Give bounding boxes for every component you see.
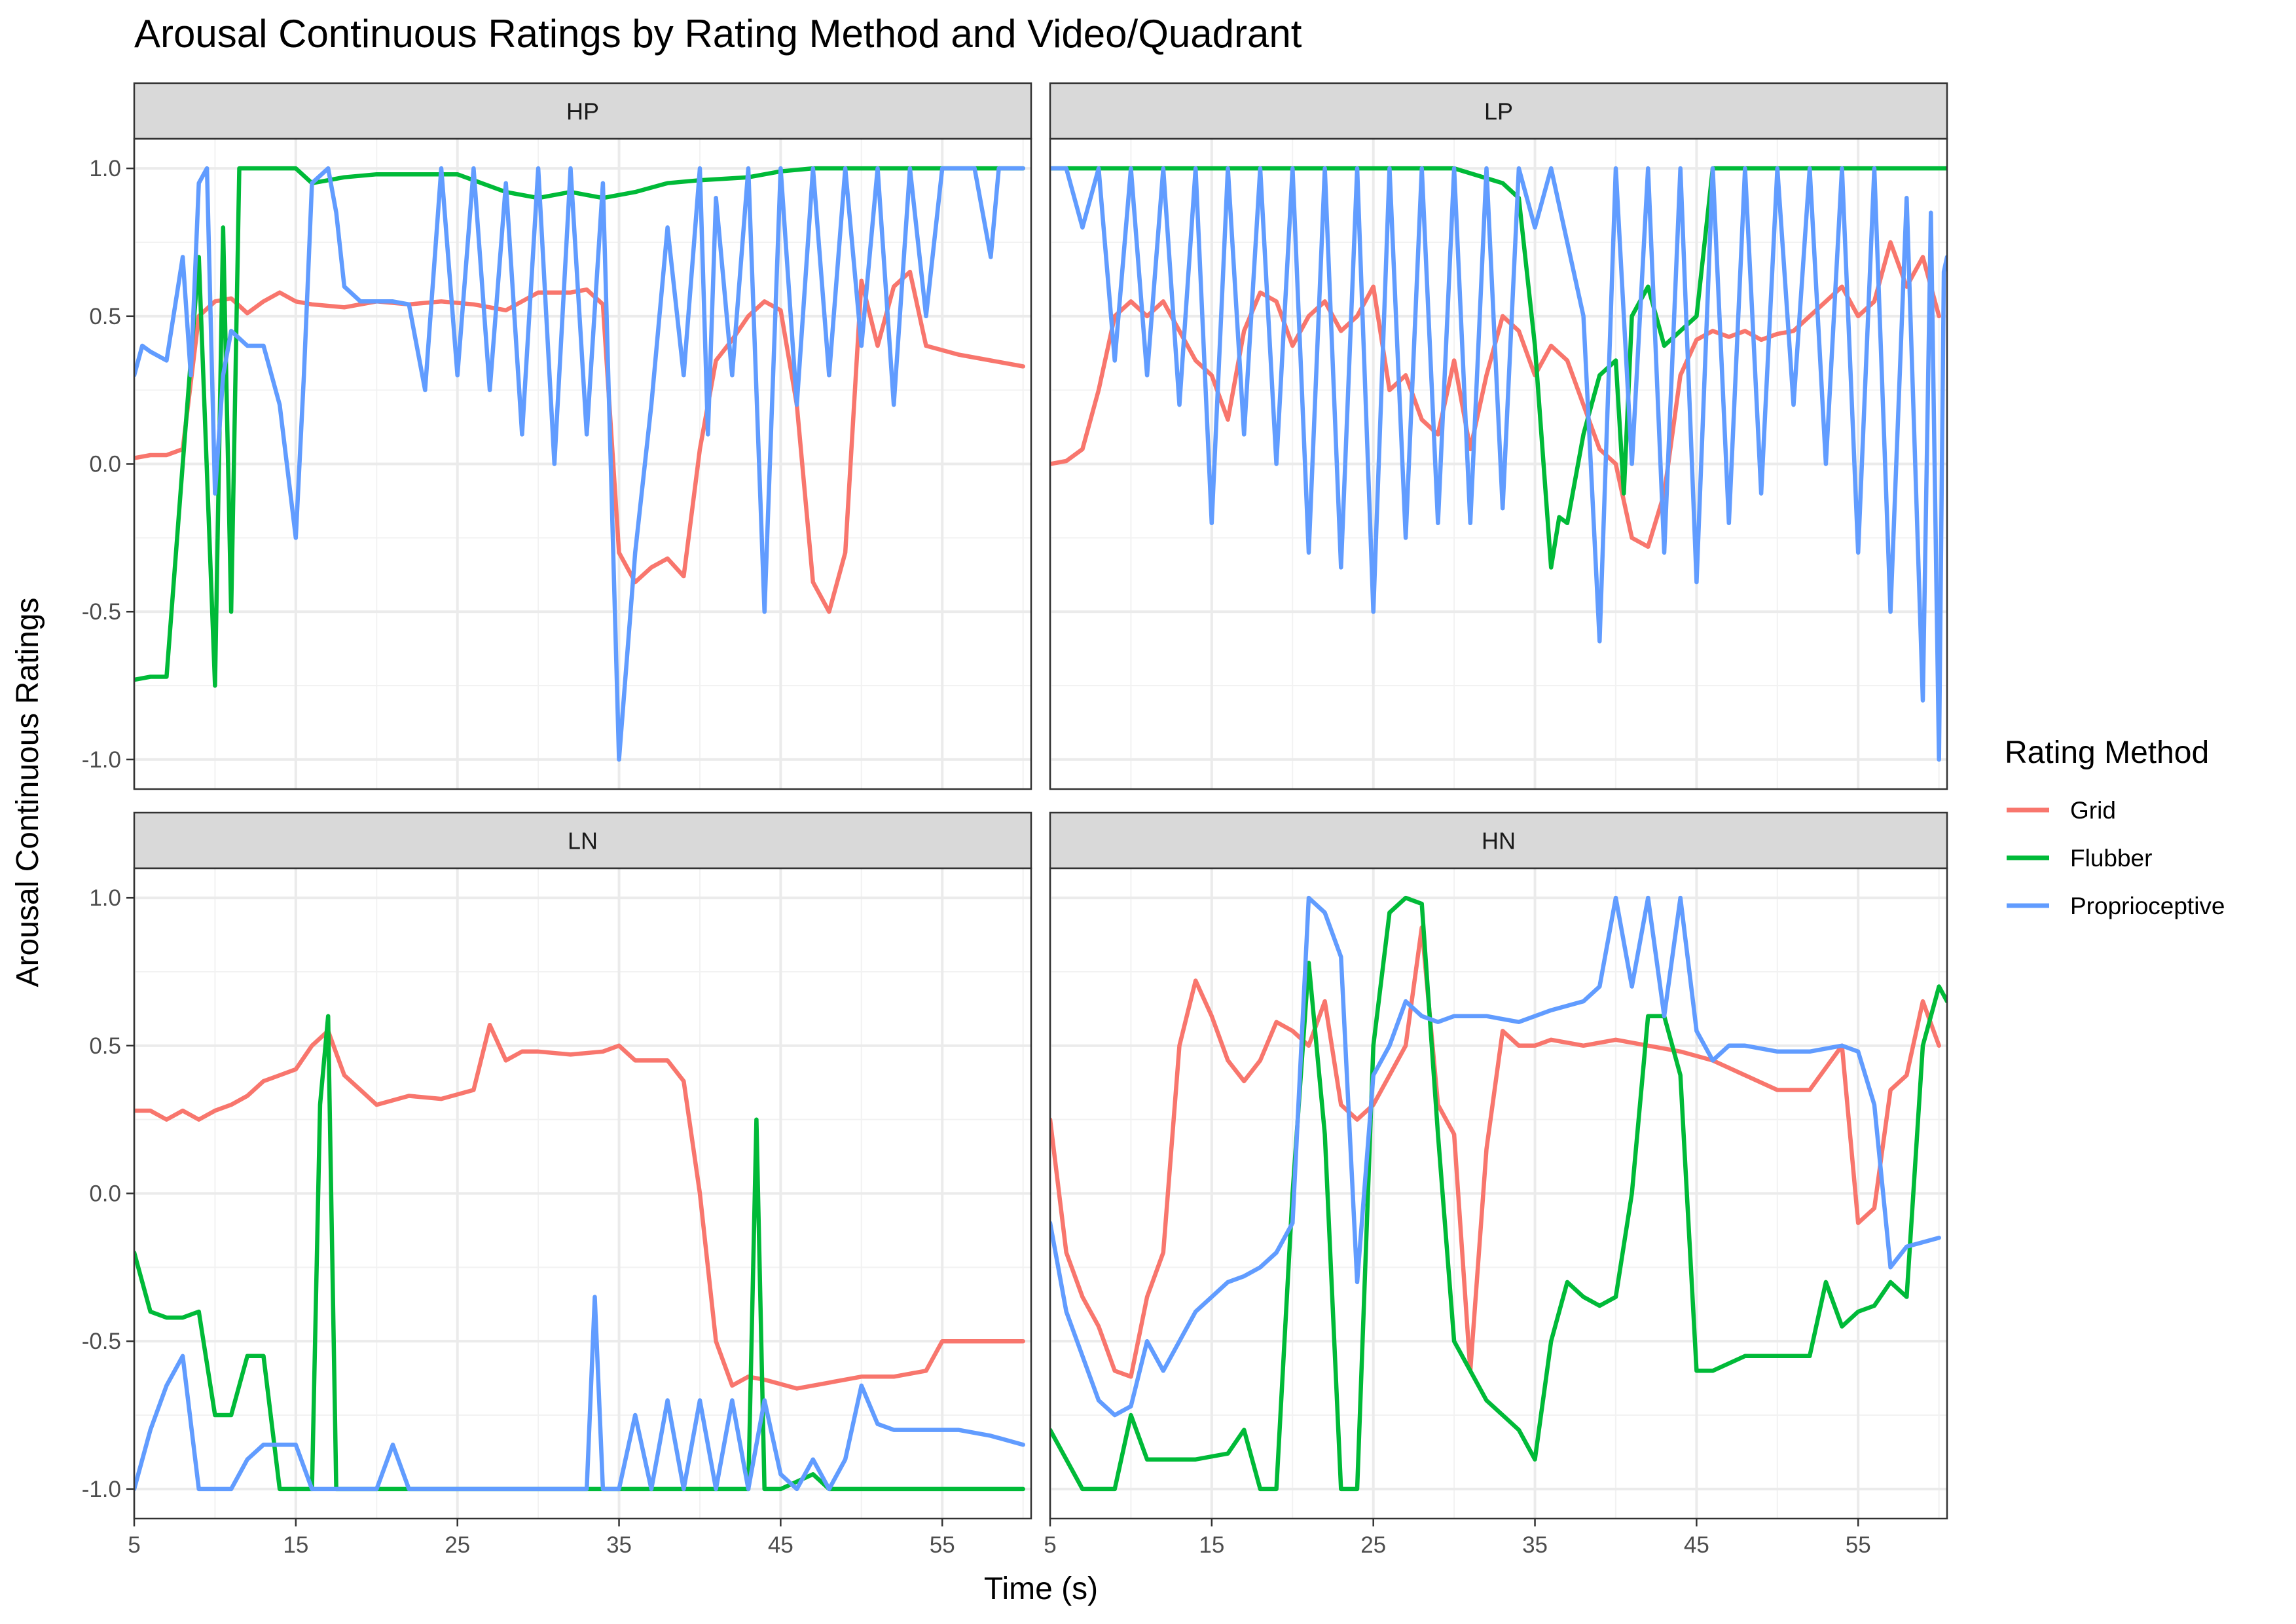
series-line-hp-proprioceptive <box>134 166 1025 762</box>
chart-title: Arousal Continuous Ratings by Rating Met… <box>134 12 1302 56</box>
y-tick-label: 0.5 <box>89 1033 121 1059</box>
series-line-ln-proprioceptive <box>134 1295 1025 1492</box>
legend-entry-grid: Grid <box>2007 797 2116 824</box>
x-tick-label: 35 <box>1522 1532 1548 1558</box>
series-line-hn-flubber <box>1050 895 1947 1492</box>
y-tick-label: -1.0 <box>82 747 121 773</box>
legend-label-proprioceptive: Proprioceptive <box>2070 893 2225 919</box>
series-lines-hn <box>1050 895 1947 1492</box>
legend-entry-flubber: Flubber <box>2007 845 2152 872</box>
panel-border-lp <box>1049 138 1948 790</box>
strip-hp <box>133 82 1032 140</box>
y-tick-label: 1.0 <box>89 156 121 181</box>
strip-label-hn: HN <box>1482 828 1516 855</box>
x-tick-label: 25 <box>1360 1532 1386 1558</box>
y-tick-label: 0.0 <box>89 452 121 477</box>
panel-ln: LN -1.0 -0.5 0.0 0.5 1.0 5 15 25 35 45 55 <box>82 811 1032 1558</box>
x-tick-label: 45 <box>768 1532 793 1558</box>
x-axis-title: Time (s) <box>984 1572 1098 1606</box>
y-tick-label: -0.5 <box>82 599 121 625</box>
strip-label-hp: HP <box>566 98 599 125</box>
panel-hn: HN 5 15 25 35 45 55 <box>1044 811 1948 1558</box>
x-tick-label: 15 <box>1199 1532 1224 1558</box>
panel-hp: HP -1.0 -0.5 0.0 0.5 1.0 <box>82 82 1032 790</box>
series-lines-hp <box>134 166 1025 762</box>
x-tick-label: 25 <box>445 1532 470 1558</box>
strip-ln <box>133 811 1032 870</box>
y-tick-label: -1.0 <box>82 1477 121 1502</box>
strip-label-ln: LN <box>568 828 598 855</box>
series-line-hp-grid <box>134 269 1025 614</box>
x-tick-label: 15 <box>283 1532 308 1558</box>
y-tick-label: 0.0 <box>89 1181 121 1207</box>
series-lines-ln <box>134 1014 1025 1492</box>
series-line-ln-grid <box>134 1022 1025 1391</box>
x-tick-label: 5 <box>1044 1532 1056 1558</box>
legend-entry-proprioceptive: Proprioceptive <box>2007 893 2225 919</box>
x-tick-label: 55 <box>1846 1532 1871 1558</box>
legend: Rating Method Grid Flubber Proprioceptive <box>2005 735 2225 919</box>
strip-label-lp: LP <box>1484 98 1513 125</box>
series-line-ln-flubber <box>134 1014 1025 1492</box>
x-tick-label: 35 <box>606 1532 632 1558</box>
series-line-hp-flubber <box>134 166 1025 688</box>
x-tick-label: 5 <box>128 1532 140 1558</box>
series-line-lp-proprioceptive <box>1050 166 1947 762</box>
legend-label-flubber: Flubber <box>2070 845 2152 872</box>
y-axis-title: Arousal Continuous Ratings <box>10 597 45 987</box>
series-lines-lp <box>1050 166 1947 762</box>
facet-panels: HP -1.0 -0.5 0.0 0.5 1.0 LP LN -1.0 -0.5 0.0 0.5 1.0… <box>82 82 1948 1558</box>
legend-title: Rating Method <box>2005 735 2209 770</box>
series-line-hn-proprioceptive <box>1050 895 1941 1418</box>
y-tick-label: 1.0 <box>89 885 121 911</box>
strip-hn <box>1049 811 1948 870</box>
x-tick-label: 55 <box>930 1532 955 1558</box>
panel-border-hn <box>1049 867 1948 1520</box>
y-tick-label: 0.5 <box>89 304 121 329</box>
legend-label-grid: Grid <box>2070 797 2116 824</box>
x-tick-label: 45 <box>1684 1532 1709 1558</box>
panel-lp: LP <box>1049 82 1948 790</box>
y-tick-label: -0.5 <box>82 1329 121 1354</box>
